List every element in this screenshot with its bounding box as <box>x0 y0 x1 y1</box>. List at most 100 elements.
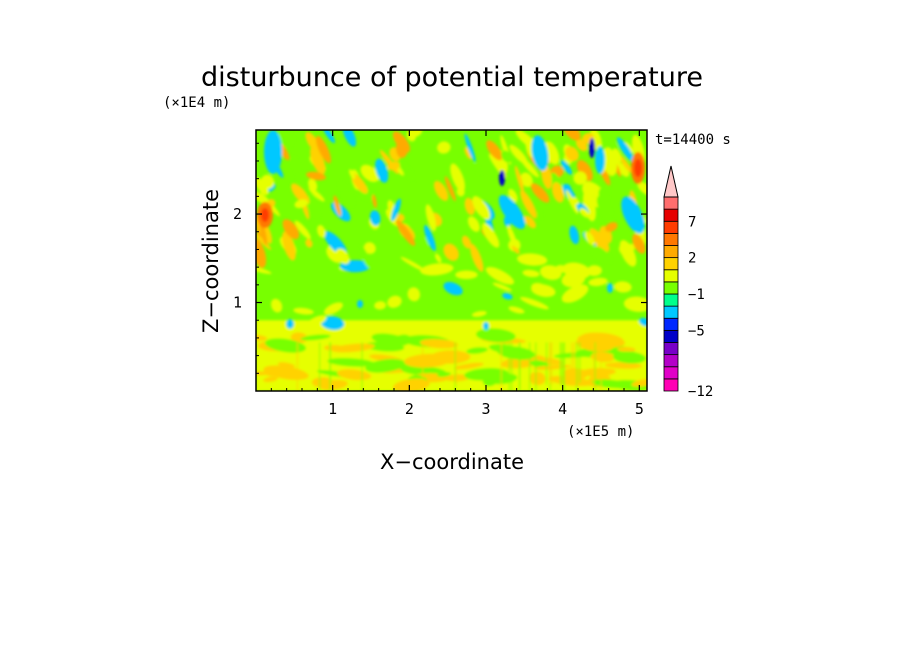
field-blob <box>315 135 331 164</box>
colorbar-swatch <box>663 317 679 331</box>
field-blob <box>590 351 616 363</box>
x-tick-label: 5 <box>635 400 644 418</box>
field-blob <box>282 219 300 240</box>
field-blob <box>348 169 356 180</box>
field-blob <box>357 300 363 308</box>
field-blob <box>561 271 586 288</box>
field-blob <box>573 171 587 185</box>
field-blob <box>616 162 630 177</box>
field-blob <box>286 319 294 329</box>
colorbar-tick-label: −5 <box>688 323 705 339</box>
field-blob <box>492 282 512 292</box>
field-blob <box>551 182 565 203</box>
field-blob <box>317 225 326 238</box>
field-blob <box>291 183 310 205</box>
field-blob <box>520 297 549 310</box>
field-blob <box>485 266 515 285</box>
field-blob <box>560 160 573 175</box>
field-blob <box>443 281 463 296</box>
field-blob <box>621 196 645 234</box>
field-blob <box>481 223 500 248</box>
field-streak <box>535 342 537 391</box>
x-axis: 1 2 3 4 5 <box>270 130 644 418</box>
field-blob <box>595 146 605 174</box>
field-streak <box>529 342 531 391</box>
field-blob <box>499 170 505 186</box>
field-blob <box>591 246 612 264</box>
field-blob <box>375 158 389 183</box>
field-blob <box>507 225 518 248</box>
field-blob <box>632 233 646 254</box>
field-streak <box>319 342 321 391</box>
field-blob <box>520 172 533 188</box>
y-axis: 12 <box>233 142 647 374</box>
field-blob <box>264 338 307 353</box>
colorbar-swatch <box>663 245 679 259</box>
field-blob <box>296 174 305 184</box>
colorbar-swatch <box>663 342 679 356</box>
field-blob <box>391 198 401 222</box>
field-blob <box>508 188 518 203</box>
field-blob <box>387 295 402 308</box>
field-blob <box>360 164 380 183</box>
field-blob <box>529 371 546 386</box>
field-blob <box>473 163 482 175</box>
field-blob <box>517 253 548 266</box>
field-blob <box>261 208 269 222</box>
colorbar-swatch <box>663 329 679 343</box>
field-blob <box>486 140 503 161</box>
colorbar-swatch <box>663 232 679 246</box>
field-blob <box>444 176 456 202</box>
time-label: t=14400 s <box>655 132 731 148</box>
field-blob <box>377 360 408 370</box>
field-blob <box>420 263 454 276</box>
y-tick-label: 2 <box>233 205 242 223</box>
field-streak <box>571 342 573 386</box>
field-blob <box>338 180 355 207</box>
field-blob <box>604 362 643 369</box>
field-blob <box>524 215 537 229</box>
field-blob <box>596 195 613 221</box>
field-blob <box>637 181 647 197</box>
field-blob <box>256 233 272 250</box>
field-blob <box>260 174 275 189</box>
field-streak <box>594 342 596 391</box>
field-blob <box>333 195 342 217</box>
field-streak <box>454 342 456 390</box>
field-blob <box>374 301 386 310</box>
field-blob <box>589 138 595 158</box>
field-streak <box>549 342 551 384</box>
field-blob <box>520 190 537 219</box>
field-blob <box>293 307 314 315</box>
field-blob <box>612 351 646 364</box>
field-streak <box>573 342 575 386</box>
colorbar-swatch <box>663 281 679 295</box>
colorbar-swatch <box>663 220 679 234</box>
field-streak <box>563 342 565 391</box>
field-blob <box>565 190 579 215</box>
field-blob <box>281 132 295 147</box>
field-streak <box>576 342 578 391</box>
field-blob <box>443 243 459 261</box>
field-blob <box>617 346 636 353</box>
y-axis-label: Z−coordinate <box>199 189 223 333</box>
field-blob <box>605 222 618 232</box>
plot-frame <box>255 129 648 392</box>
field-blob <box>565 146 579 162</box>
field-streak <box>329 342 331 391</box>
field-blob <box>419 338 459 349</box>
field-blob <box>359 245 371 269</box>
colorbar-tick-label: −1 <box>688 287 705 303</box>
field-blob <box>399 162 415 181</box>
field-blob <box>270 298 283 313</box>
field-blob <box>464 197 475 216</box>
field-blob <box>623 296 647 312</box>
field-streak <box>562 342 564 390</box>
colorbar-swatch <box>663 366 679 380</box>
field-blob <box>598 187 610 202</box>
field-blob <box>300 334 331 341</box>
field-blob <box>561 284 589 303</box>
field-blob <box>579 367 616 377</box>
field-streak <box>600 342 602 391</box>
